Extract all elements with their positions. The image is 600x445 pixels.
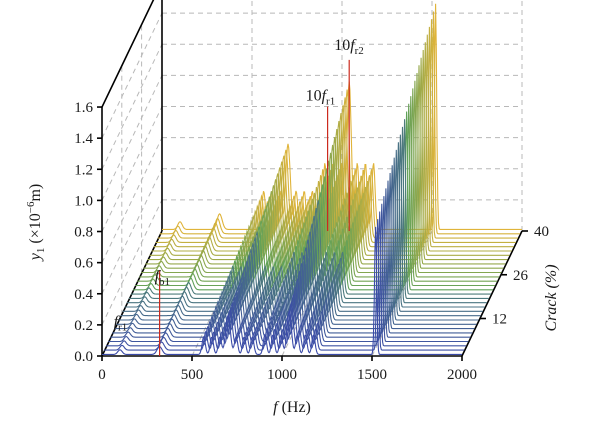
- peak-annotation: 10fr1: [306, 88, 336, 108]
- spectrum-slice: [104, 219, 465, 351]
- y-tick-label: 0.0: [74, 349, 93, 365]
- y-tick-label: 1.2: [74, 162, 93, 178]
- axes-group: [97, 0, 528, 361]
- grid-line-side-y: [101, 168, 163, 294]
- y-tick-label: 1.0: [74, 193, 93, 209]
- series-group: [102, 3, 522, 356]
- tick-labels-group: 0 500 1000 1500 2000 0.0 0.2 0.4 0.6 0.8 1.0 1.2 1.4…: [74, 100, 549, 383]
- x-tick-label: 1500: [357, 367, 387, 383]
- y-tick-label: 0.4: [74, 287, 93, 303]
- grid-line-side-y: [101, 137, 163, 263]
- floor-left-depth-edge: [101, 230, 163, 357]
- peak-annotation: 10fr2: [334, 37, 364, 57]
- spectrum-slice: [122, 149, 483, 312]
- grid-line-side-y: [101, 0, 154, 108]
- grid-line-side-y: [101, 106, 163, 232]
- grid-line-side-y: [101, 199, 163, 326]
- y-axis-label: y1 (×10−6m): [25, 184, 47, 262]
- x-tick-label: 2000: [447, 367, 477, 383]
- spectrum-slice: [124, 142, 485, 308]
- x-tick-label: 500: [181, 367, 204, 383]
- depth-axis-line: [461, 230, 523, 357]
- y-tick-label: 0.6: [74, 256, 93, 272]
- depth-tick-label: 12: [492, 312, 507, 328]
- y-tick-label: 0.8: [74, 225, 93, 241]
- spectrum-slice: [126, 134, 487, 304]
- y-tick-label: 1.4: [74, 131, 93, 147]
- x-axis-label: f (Hz): [273, 399, 311, 416]
- x-tick-label: 1000: [267, 367, 297, 383]
- depth-tick-label: 26: [513, 268, 529, 284]
- y-tick-label: 1.6: [74, 100, 93, 116]
- y-tick-label: 0.2: [74, 318, 93, 334]
- x-tick-label: 0: [98, 367, 106, 383]
- spectrum-slice: [135, 103, 496, 287]
- peak-annotation: fb1: [155, 268, 170, 288]
- grid-line-side-y: [101, 12, 163, 139]
- spectrum-slice: [102, 226, 462, 355]
- peak-annotation: fm: [444, 0, 457, 3]
- top-left-depth-edge: [101, 0, 155, 108]
- depth-tick-label: 40: [534, 224, 549, 240]
- spectrum-slice: [106, 211, 467, 347]
- grid-line-side-y: [101, 75, 163, 201]
- spectrum-slice: [128, 126, 489, 299]
- grid-line-side-y: [101, 44, 163, 170]
- spectrum-slice: [133, 111, 493, 291]
- depth-axis-label: Crack (%): [543, 264, 560, 331]
- peak-annotation: fr1: [114, 314, 128, 334]
- annotations-group: fm 10fr2 10fr1 fb1 fr1: [114, 0, 457, 334]
